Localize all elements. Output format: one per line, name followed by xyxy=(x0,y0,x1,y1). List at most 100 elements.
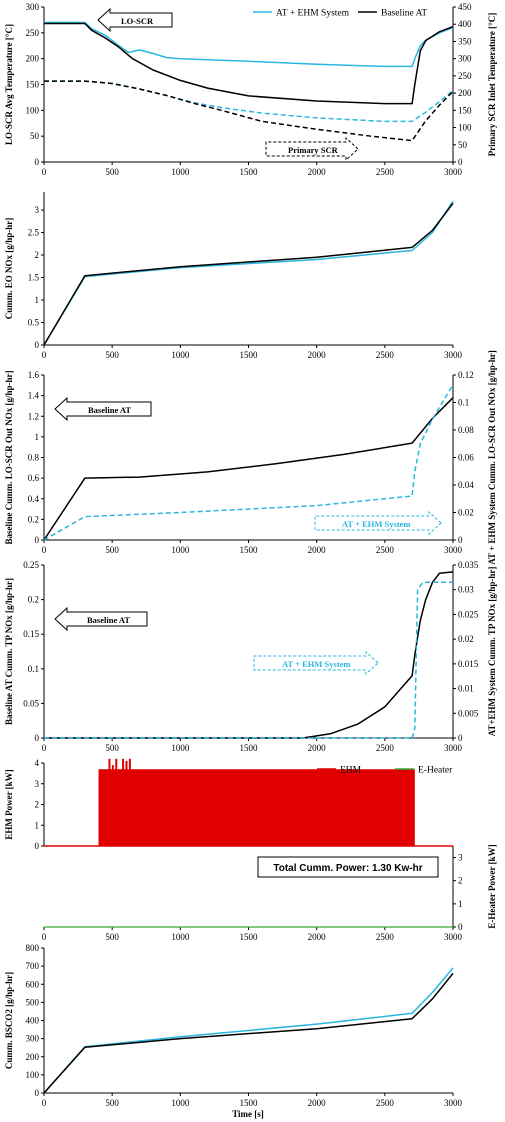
y-right-tick-label: 0.04 xyxy=(458,480,474,490)
x-tick-label: 2000 xyxy=(308,932,327,942)
series-line-1 xyxy=(43,972,454,1094)
chart-panel-6: 0 500 1000 1500 2000 2500 3000 0 100 200 300 400 500… xyxy=(4,943,463,1108)
y-left-tick-label: 0 xyxy=(35,841,40,851)
baseline-at-arrow-3 xyxy=(54,396,152,422)
x-tick-label: 2500 xyxy=(376,743,395,753)
x-tick-label: 2500 xyxy=(376,932,395,942)
y-left-tick-label: 300 xyxy=(26,1034,40,1044)
x-tick-label: 3000 xyxy=(444,545,463,555)
x-tick-label: 2000 xyxy=(308,743,327,753)
series-line-0 xyxy=(43,397,454,541)
legend-label-e-heater: E-Heater xyxy=(418,766,453,776)
y-left-tick-label: 1.5 xyxy=(28,273,40,283)
y-left-tick-label: 200 xyxy=(26,1052,40,1062)
y-left-tick-label: 400 xyxy=(26,1016,40,1026)
x-tick-label: 500 xyxy=(105,743,119,753)
chart-panel-4: 0 500 1000 1500 2000 2500 300000.050.10.150.20… xyxy=(4,560,497,753)
y-left-tick-label: 0.4 xyxy=(28,494,40,504)
baseline-at-annotation-3: Baseline AT xyxy=(88,405,131,415)
y-left-tick-label: 600 xyxy=(26,979,40,989)
y-right-tick-label: 0.02 xyxy=(458,634,474,644)
legend-label-ehm-power: EHM xyxy=(340,766,362,776)
ehm-system-arrow-4 xyxy=(253,650,379,676)
y-right-tick-label: 150 xyxy=(458,105,472,115)
y-left-tick-label: 0.8 xyxy=(28,453,40,463)
total-power-annotation: Total Cumm. Power: 1.30 Kw-hr xyxy=(273,863,422,874)
x-tick-label: 1500 xyxy=(240,350,259,360)
y-left-tick-label: 0.6 xyxy=(28,473,40,483)
y-right-tick-label: 0.005 xyxy=(458,708,479,718)
ehm-system-annotation-3: AT + EHM System xyxy=(342,519,411,529)
y-left-tick-label: 0 xyxy=(35,733,40,743)
y-right-tick-label: 0.1 xyxy=(458,398,469,408)
y-left-tick-label: 150 xyxy=(26,80,40,90)
y-left-tick-label: 100 xyxy=(26,105,40,115)
primary-scr-arrow xyxy=(265,136,359,162)
series-line-3 xyxy=(44,80,454,142)
y-left-axis-label: Cumm. BSCO2 [g/hp-hr] xyxy=(4,972,14,1069)
y-right-tick-label: 50 xyxy=(458,140,468,150)
y-right-tick-label: 3 xyxy=(458,853,463,863)
x-tick-label: 0 xyxy=(42,350,47,360)
x-tick-label: 1000 xyxy=(171,350,190,360)
y-left-tick-label: 0.2 xyxy=(28,514,39,524)
series-line-1 xyxy=(44,581,453,739)
y-left-axis-label: LO-SCR Avg Temperature [°C] xyxy=(4,24,14,145)
x-tick-label: 0 xyxy=(42,545,47,555)
x-tick-label: 3000 xyxy=(444,932,463,942)
x-tick-label: 3000 xyxy=(444,350,463,360)
x-tick-label: 500 xyxy=(105,932,119,942)
y-left-tick-label: 200 xyxy=(26,54,40,64)
chart-panel-2: 0 500 1000 1500 2000 2500 3000 0 0.5 1 1.5 2 2.5 3 Cum… xyxy=(4,192,463,360)
x-tick-label: 1500 xyxy=(240,1098,259,1108)
series-line-1 xyxy=(44,22,454,105)
x-tick-label: 500 xyxy=(105,167,119,177)
y-right-tick-label: 300 xyxy=(458,54,472,64)
y-right-axis-label: E-Heater Power [kW] xyxy=(487,844,497,928)
x-tick-label: 3000 xyxy=(444,167,463,177)
y-right-axis-label: AT+EHM System Cumm. TP NOx [g/hp-hr] xyxy=(487,567,497,737)
chart-panel-1: 0 500 1000 1500 2000 2500 30000501001502002503… xyxy=(4,2,497,177)
y-left-tick-label: 100 xyxy=(26,1070,40,1080)
x-tick-label: 2500 xyxy=(376,545,395,555)
y-left-tick-label: 50 xyxy=(30,131,40,141)
y-right-tick-label: 0.12 xyxy=(458,370,474,380)
y-right-tick-label: 0 xyxy=(458,157,463,167)
y-right-tick-label: 0.08 xyxy=(458,425,474,435)
x-tick-label: 2000 xyxy=(308,167,327,177)
x-tick-label: 1000 xyxy=(171,167,190,177)
y-right-tick-label: 0 xyxy=(458,535,463,545)
y-right-tick-label: 0.01 xyxy=(458,684,474,694)
series-line-0 xyxy=(43,967,454,1094)
y-right-tick-label: 450 xyxy=(458,2,472,12)
y-left-tick-label: 1.2 xyxy=(28,411,39,421)
legend-label-ehm: AT + EHM System xyxy=(276,9,350,19)
y-left-tick-label: 250 xyxy=(26,28,40,38)
y-right-tick-label: 400 xyxy=(458,19,472,29)
x-tick-label: 500 xyxy=(105,1098,119,1108)
y-right-tick-label: 1 xyxy=(458,899,463,909)
x-tick-label: 1500 xyxy=(240,545,259,555)
x-tick-label: 1500 xyxy=(240,743,259,753)
y-left-tick-label: 1.6 xyxy=(28,370,40,380)
y-left-tick-label: 0.25 xyxy=(23,560,39,570)
y-left-tick-label: 700 xyxy=(26,961,40,971)
y-right-tick-label: 350 xyxy=(458,36,472,46)
y-right-tick-label: 0.025 xyxy=(458,609,479,619)
y-left-tick-label: 3 xyxy=(35,205,40,215)
x-tick-label: 0 xyxy=(42,1098,47,1108)
x-tick-label: 1000 xyxy=(171,1098,190,1108)
x-axis-label: Time [s] xyxy=(232,1109,264,1119)
y-left-tick-label: 1 xyxy=(35,820,40,830)
ehm-power-band xyxy=(98,769,415,846)
x-tick-label: 2000 xyxy=(308,1098,327,1108)
y-right-tick-label: 0.015 xyxy=(458,659,479,669)
y-right-tick-label: 100 xyxy=(458,123,472,133)
x-tick-label: 2500 xyxy=(376,1098,395,1108)
series-line-2 xyxy=(44,80,454,123)
y-right-axis-label: AT + EHM System Cumm. LO-SCR Out NOx [g/… xyxy=(487,350,497,565)
y-right-tick-label: 0 xyxy=(458,922,463,932)
y-left-tick-label: 2 xyxy=(35,250,40,260)
